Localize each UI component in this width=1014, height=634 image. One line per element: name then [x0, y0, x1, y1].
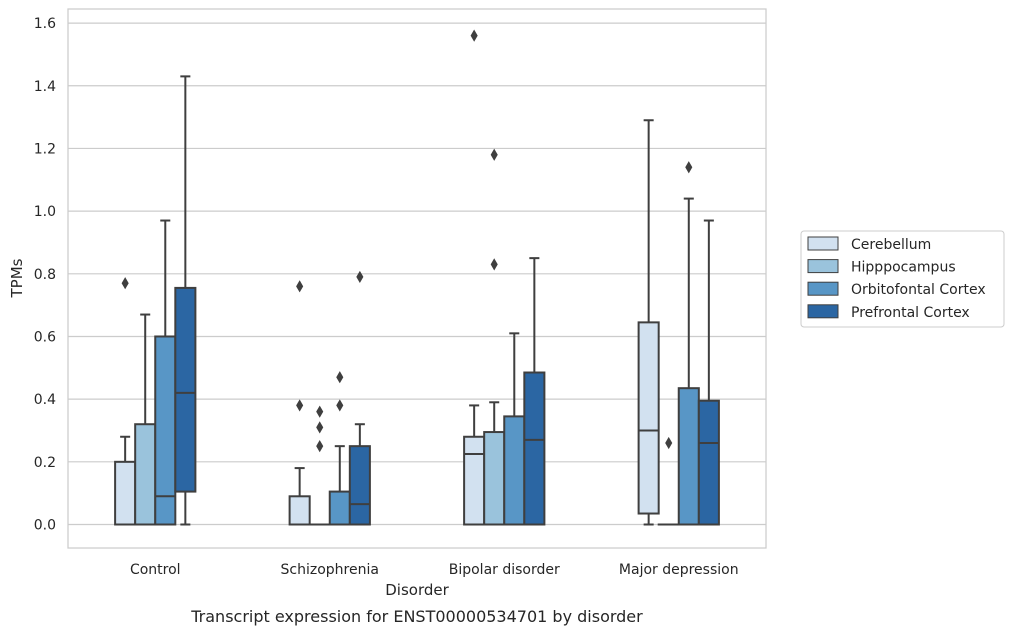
outlier-point: [336, 371, 344, 384]
x-tick-label: Schizophrenia: [281, 562, 379, 578]
series-group: [154, 161, 700, 526]
box-element: [483, 148, 506, 526]
box-iqr: [114, 460, 137, 526]
outlier-point: [490, 258, 498, 271]
legend-items: Cerebellum Hipppocampus Orbitofontal Corte…: [807, 236, 986, 321]
x-tick-label: Control: [130, 562, 181, 578]
x-axis-title: Disorder: [385, 581, 449, 599]
legend-swatch: [807, 236, 839, 251]
y-tick-label: 1.6: [34, 16, 56, 32]
series-group: [114, 29, 660, 526]
x-tick-label: Major depression: [619, 562, 739, 578]
outlier-point: [336, 399, 344, 412]
y-axis-title: TPMs: [8, 258, 26, 298]
legend-swatch: [807, 304, 839, 319]
outlier-point: [296, 280, 304, 293]
y-tick-labels: 0.0 0.2 0.4 0.6 0.8 1.0 1.2 1.4 1.6: [34, 16, 56, 533]
box-iqr: [523, 371, 546, 526]
legend-label: Hipppocampus: [851, 260, 956, 276]
legend-swatch: [807, 281, 839, 296]
box-iqr: [328, 490, 351, 526]
outlier-point: [316, 440, 324, 453]
series-group: [174, 75, 720, 526]
legend-label: Cerebellum: [851, 237, 931, 253]
outlier-point: [316, 421, 324, 434]
x-tick-label: Bipolar disorder: [449, 562, 560, 578]
box-element: [154, 219, 177, 526]
box-iqr: [503, 415, 526, 526]
box-element: [503, 332, 526, 526]
box-iqr: [697, 399, 720, 526]
outlier-point: [470, 29, 478, 42]
box-iqr: [348, 445, 371, 526]
box-iqr: [483, 431, 506, 526]
y-tick-label: 1.4: [34, 79, 56, 95]
series-group: [134, 148, 680, 526]
box-iqr: [677, 387, 700, 526]
box-iqr: [134, 423, 157, 526]
y-tick-label: 1.2: [34, 141, 56, 157]
box-element: [328, 371, 351, 526]
box-iqr: [463, 435, 486, 526]
legend: Cerebellum Hipppocampus Orbitofontal Corte…: [800, 230, 1005, 328]
box-element: [134, 313, 157, 526]
outlier-point: [316, 405, 324, 418]
outlier-point: [685, 161, 693, 174]
box-element: [348, 270, 371, 526]
plot-frame: [67, 8, 767, 549]
box-element: [463, 29, 486, 526]
legend-swatch: [807, 259, 839, 274]
outlier-point: [665, 436, 673, 450]
y-tick-label: 0.4: [34, 392, 56, 408]
outlier-point: [296, 399, 304, 412]
y-tick-label: 1.0: [34, 204, 56, 220]
y-tick-label: 0.8: [34, 267, 56, 283]
outlier-point: [356, 270, 364, 284]
legend-label: Prefrontal Cortex: [851, 305, 970, 321]
box-element: [657, 436, 680, 526]
box-element: [114, 277, 137, 526]
box-element: [697, 219, 720, 526]
y-tick-label: 0.6: [34, 329, 56, 345]
box-element: [523, 257, 546, 526]
legend-label: Orbitofontal Cortex: [851, 282, 986, 298]
box-element: [288, 280, 311, 526]
outlier-point: [121, 277, 129, 290]
box-element: [174, 75, 197, 526]
box-iqr: [637, 321, 660, 515]
box-iqr: [288, 495, 311, 526]
outlier-point: [490, 148, 498, 161]
y-tick-label: 0.2: [34, 455, 56, 471]
x-tick-labels: Control Schizophrenia Bipolar disorder Majo…: [130, 562, 739, 578]
box-element: [637, 119, 660, 526]
box-element: [677, 161, 700, 526]
box-element: [308, 405, 331, 526]
legend-frame: [800, 230, 1005, 328]
y-tick-label: 0.0: [34, 517, 56, 533]
box-groups: [114, 29, 720, 526]
chart-caption: Transcript expression for ENST0000053470…: [190, 607, 643, 626]
box-iqr: [174, 286, 197, 493]
